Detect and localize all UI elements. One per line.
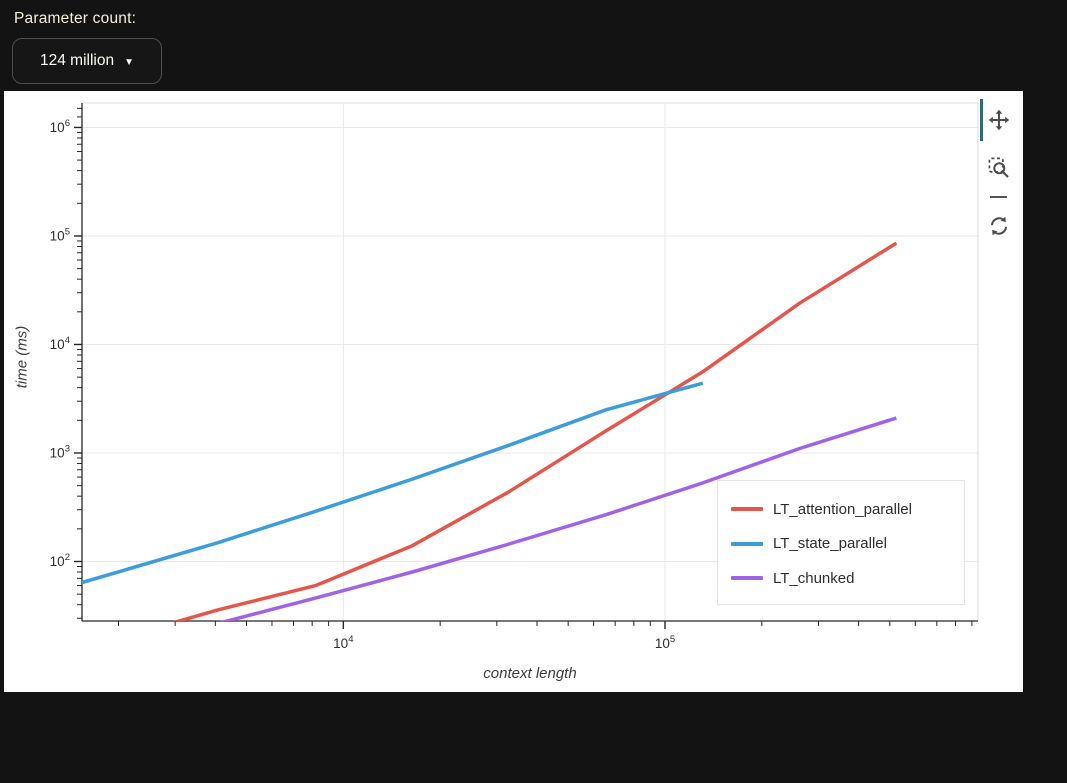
reset-tool-button[interactable]	[980, 205, 1014, 247]
legend: LT_attention_parallel LT_state_parallel LT…	[717, 480, 965, 605]
tick-label: 105	[50, 226, 70, 243]
plot-toolbar	[980, 99, 1014, 247]
dropdown-value: 124 million	[39, 52, 115, 69]
series-line-LT_attention_parallel	[172, 241, 898, 621]
legend-item: LT_chunked	[718, 561, 964, 596]
x-axis-title: context length	[483, 665, 577, 682]
legend-label: LT_attention_parallel	[773, 500, 912, 518]
series-line-LT_chunked	[220, 416, 897, 621]
chart-card: 104 105 102 103 104 105 106 context length tim…	[4, 91, 1023, 692]
legend-swatch-LT_chunked	[731, 576, 763, 581]
box-zoom-tool-button[interactable]	[980, 147, 1014, 189]
tick-label: 104	[50, 335, 70, 352]
plot-canvas: 104 105 102 103 104 105 106	[50, 102, 979, 651]
tick-label: 105	[655, 634, 675, 651]
parameter-count-label: Parameter count:	[14, 10, 137, 27]
parameter-count-dropdown[interactable]: 124 million ▼	[12, 38, 162, 84]
box-zoom-icon	[988, 157, 1009, 178]
legend-label: LT_state_parallel	[773, 535, 887, 553]
legend-swatch-LT_state_parallel	[731, 541, 763, 546]
legend-label: LT_chunked	[773, 569, 855, 587]
toolbar-separator	[990, 196, 1007, 198]
reset-icon	[990, 216, 1007, 236]
y-axis-title: time (ms)	[13, 325, 31, 389]
tick-label: 106	[50, 118, 70, 135]
chevron-down-icon: ▼	[124, 56, 134, 68]
tick-label: 103	[50, 443, 70, 460]
legend-item: LT_state_parallel	[718, 527, 964, 562]
pan-icon	[988, 109, 1009, 131]
pan-tool-button[interactable]	[980, 99, 1014, 141]
legend-item: LT_attention_parallel	[718, 492, 964, 527]
tick-label: 104	[333, 634, 353, 651]
legend-swatch-LT_attention_parallel	[731, 507, 763, 512]
series-line-LT_state_parallel	[82, 381, 704, 585]
tick-label: 102	[50, 552, 70, 569]
